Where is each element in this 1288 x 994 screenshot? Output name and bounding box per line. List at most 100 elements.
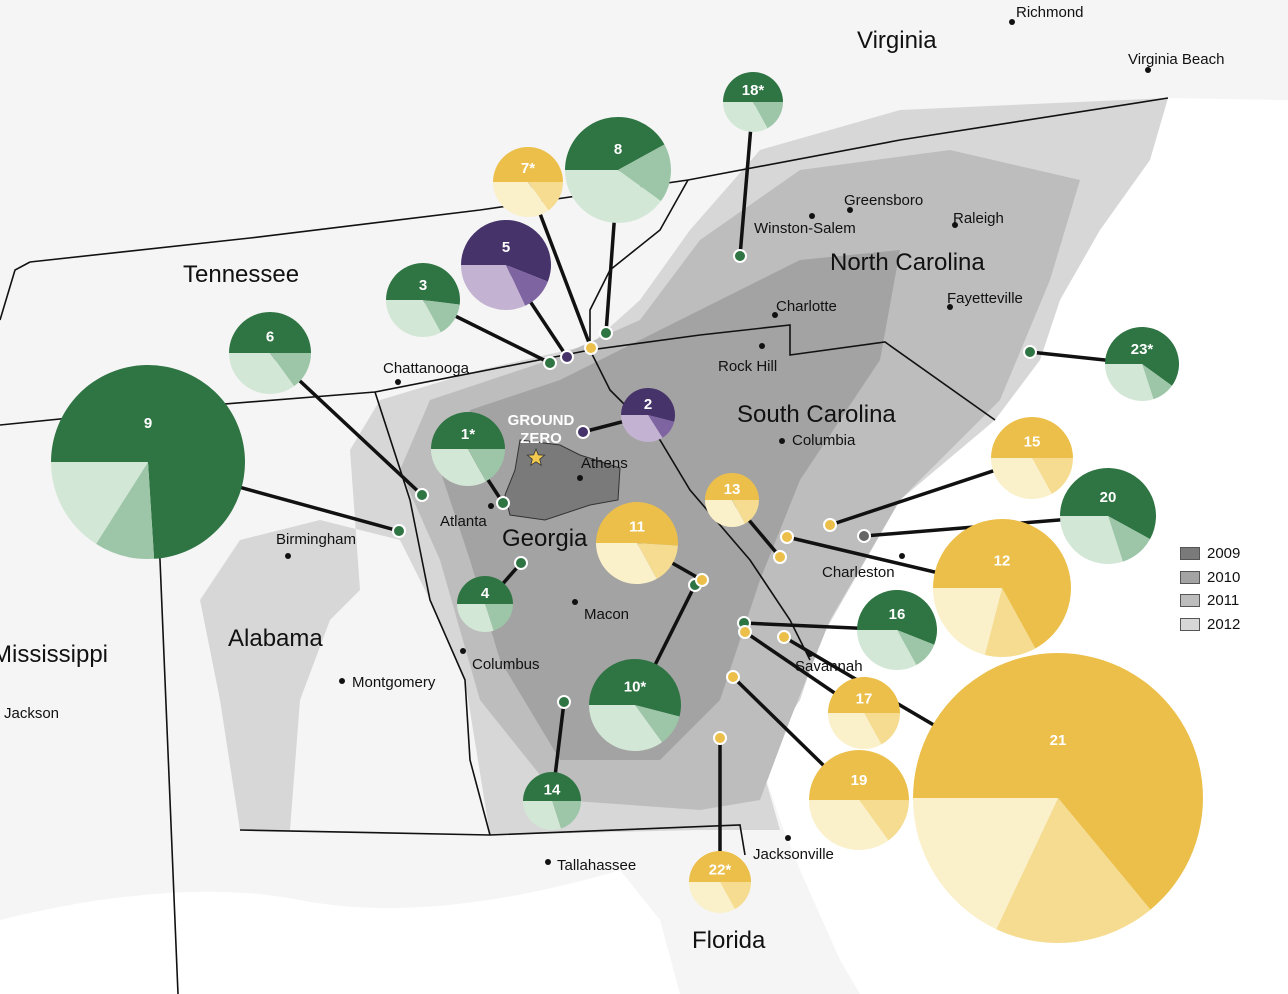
legend-swatch [1180, 594, 1200, 608]
location-dot-2 [576, 425, 590, 439]
location-dot-17 [738, 625, 752, 639]
location-dot-21 [777, 630, 791, 644]
city-dot [1145, 67, 1151, 73]
city-rock-hill: Rock Hill [718, 343, 777, 375]
legend-swatch [1180, 570, 1200, 584]
location-dot-22* [713, 731, 727, 745]
city-label: Richmond [1016, 4, 1084, 21]
city-dot [395, 379, 401, 385]
city-dot [779, 438, 785, 444]
pie-slice-18*-0 [723, 72, 783, 102]
legend-swatch [1180, 547, 1200, 561]
pie-label: 21 [1050, 732, 1067, 749]
pie-label: 22* [709, 862, 732, 879]
state-label: Georgia [502, 525, 588, 552]
pie-23*: 23* [1105, 326, 1179, 401]
pie-label: 2 [644, 396, 652, 413]
city-label: Savannah [795, 658, 863, 675]
pie-slice-22*-0 [689, 851, 751, 882]
city-athens: Athens [577, 455, 628, 481]
location-dot-8 [599, 326, 613, 340]
city-birmingham: Birmingham [276, 531, 356, 559]
ground-zero-label: ZERO [520, 430, 562, 447]
city-dot [952, 222, 958, 228]
state-label: Florida [692, 927, 766, 954]
pie-slice-22*-1 [720, 882, 751, 910]
pie-5: 5 [461, 220, 551, 311]
pie-slice-14-2 [523, 801, 561, 830]
state-label: Alabama [228, 625, 323, 652]
pie-label: 10* [624, 679, 647, 696]
city-dot [572, 599, 578, 605]
pie-label: 16 [889, 606, 906, 623]
pie-slice-7*-1 [528, 182, 563, 211]
pie-13: 13 [705, 473, 759, 528]
pie-19: 19 [809, 750, 909, 850]
pie-9: 9 [51, 365, 245, 560]
pie-label: 4 [481, 585, 490, 602]
pie-slice-6-1 [270, 353, 311, 387]
pie-label: 11 [629, 519, 645, 536]
pie-slice-10*-1 [635, 705, 680, 743]
city-label: Birmingham [276, 531, 356, 548]
pie-slice-2-0 [621, 387, 675, 422]
ground-zero-label: GROUND [508, 412, 575, 429]
legend-swatch [1180, 617, 1200, 631]
location-dot-6 [415, 488, 429, 502]
location-dot-15 [823, 518, 837, 532]
pie-label: 17 [856, 691, 873, 708]
pie-slice-21-0 [913, 652, 1203, 910]
location-dot-7* [584, 341, 598, 355]
location-dot-23* [1023, 345, 1037, 359]
pie-label: 7* [521, 160, 535, 177]
pie-slice-7*-0 [493, 147, 563, 182]
pie-slice-21-2 [913, 798, 1058, 930]
pie-slice-18*-2 [723, 102, 768, 132]
pies: 1* 2 3 4 5 6 7* 8 9 10* 11 12 13 14 15 16 17 18* 19 20 21 22*… [51, 72, 1203, 944]
location-dot-18* [733, 249, 747, 263]
pie-slice-14-0 [523, 772, 581, 801]
legend-label: 2010 [1207, 568, 1241, 586]
city-fayetteville: Fayetteville [947, 290, 1023, 310]
city-label: Charlotte [776, 298, 837, 315]
city-macon: Macon [572, 599, 629, 623]
region-2010 [440, 250, 900, 760]
location-dot-3 [543, 356, 557, 370]
pie-slice-5-2 [461, 265, 526, 311]
city-virginia-beach: Virginia Beach [1128, 51, 1224, 73]
al-ga-border [374, 391, 491, 836]
pie-slice-17-2 [828, 713, 882, 750]
pie-slice-10*-0 [589, 658, 681, 717]
pie-3: 3 [386, 263, 460, 337]
star-icon [526, 447, 546, 467]
pie-slice-8-1 [618, 144, 671, 202]
legend: 2009 2010 2011 2012 [1180, 542, 1240, 636]
location-dot-13 [773, 550, 787, 564]
pie-22*: 22* [688, 851, 751, 914]
city-label: Rock Hill [718, 358, 777, 375]
pie-slice-13-0 [705, 473, 759, 500]
city-tallahassee: Tallahassee [545, 857, 636, 874]
pie-slice-9-0 [51, 365, 245, 559]
pie-1*: 1* [431, 412, 505, 486]
pie-slice-12-1 [984, 588, 1036, 657]
pie-label: 5 [502, 239, 510, 256]
pie-label: 13 [724, 481, 741, 498]
pie-slice-7*-2 [493, 182, 549, 218]
pie-12: 12 [933, 519, 1071, 657]
pie-11: 11 [596, 502, 679, 585]
pie-slice-18*-1 [753, 102, 783, 129]
location-dot-14 [557, 695, 571, 709]
pie-label: 9 [144, 415, 152, 432]
state-label: Virginia [857, 27, 937, 54]
city-label: Jackson [4, 705, 59, 722]
legend-item-2010: 2010 [1180, 566, 1240, 590]
pie-label: 15 [1024, 434, 1041, 451]
gulf-of-mexico [0, 870, 680, 994]
pie-slice-15-1 [1032, 458, 1073, 494]
city-label: Columbus [472, 656, 540, 673]
pie-label: 19 [851, 772, 868, 789]
city-columbia: Columbia [779, 432, 856, 449]
pie-slice-4-1 [485, 604, 513, 631]
